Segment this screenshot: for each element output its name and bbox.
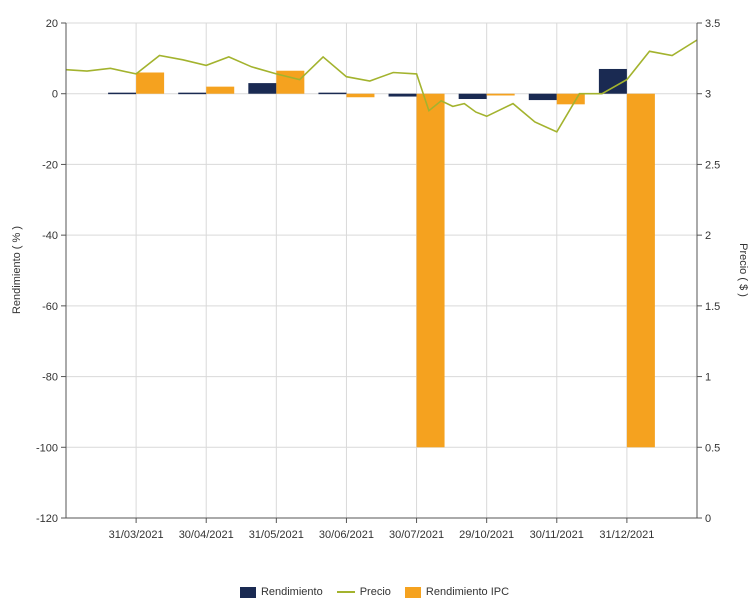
y2-tick-label: 0 <box>705 513 711 525</box>
y-axis-title: Rendimiento ( % ) <box>11 226 23 314</box>
x-tick-label: 30/11/2021 <box>530 529 584 541</box>
price-line <box>65 39 698 133</box>
y2-tick-label: 2 <box>705 230 711 242</box>
chart: 20 0 -20 -40 -60 -80 -100 -120 3.5 3 2.5 2 1.5 1 0.5 0 3… <box>11 18 749 541</box>
legend-swatch-rendimiento <box>239 586 256 598</box>
bar-rendimiento <box>248 83 277 94</box>
legend-swatch-precio <box>336 591 355 593</box>
x-tick-label: 29/10/2021 <box>459 529 514 541</box>
bar-rendimiento-ipc <box>276 70 305 94</box>
x-tick-label: 30/07/2021 <box>389 529 444 541</box>
y-tick-label: -80 <box>42 372 58 384</box>
y2-tick-label: 0.5 <box>705 442 720 454</box>
y-tick-label: -100 <box>36 442 58 454</box>
x-tick-label: 31/12/2021 <box>599 529 654 541</box>
bar-rendimiento-ipc <box>346 93 375 98</box>
price-series-line <box>65 39 698 133</box>
bar-rendimiento-ipc <box>136 72 165 94</box>
x-tick-label: 30/04/2021 <box>179 529 234 541</box>
legend-item-precio: Precio <box>336 586 391 598</box>
y2-tick-label: 3.5 <box>705 18 720 30</box>
bar-rendimiento-ipc <box>486 93 515 96</box>
bars <box>108 68 655 448</box>
bar-rendimiento-ipc <box>206 86 235 94</box>
y-tick-label: -20 <box>42 159 58 171</box>
y2-tick-label: 1 <box>705 372 711 384</box>
x-tick-label: 30/06/2021 <box>319 529 374 541</box>
bar-rendimiento-ipc <box>556 93 585 105</box>
y-tick-label: -120 <box>36 513 58 525</box>
bar-rendimiento <box>318 92 347 95</box>
legend-item-rendimiento: Rendimiento <box>239 586 323 598</box>
bar-rendimiento-ipc <box>416 93 445 448</box>
y-tick-label: -60 <box>42 301 58 313</box>
y-tick-label: -40 <box>42 230 58 242</box>
bar-rendimiento <box>178 92 207 95</box>
axes <box>61 22 702 523</box>
bar-rendimiento-ipc <box>626 93 655 448</box>
legend-swatch-rendimiento-ipc <box>404 586 421 598</box>
legend-item-rendimiento-ipc: Rendimiento IPC <box>404 586 510 598</box>
y2-tick-label: 3 <box>705 89 711 101</box>
grid <box>66 22 697 519</box>
tick-labels: 20 0 -20 -40 -60 -80 -100 -120 3.5 3 2.5 2 1.5 1 0.5 0 3… <box>36 18 720 541</box>
x-tick-label: 31/03/2021 <box>109 529 164 541</box>
legend: Rendimiento Precio Rendimiento IPC <box>0 583 749 601</box>
y-tick-label: 0 <box>52 89 58 101</box>
legend-label-precio: Precio <box>359 586 391 598</box>
bar-rendimiento <box>388 93 417 97</box>
bar-rendimiento <box>458 93 487 100</box>
legend-label-rendimiento-ipc: Rendimiento IPC <box>425 586 510 598</box>
y-tick-label: 20 <box>46 18 58 30</box>
y2-axis-title: Precio ( $ ) <box>737 243 749 297</box>
y2-tick-label: 2.5 <box>705 159 720 171</box>
bar-rendimiento <box>528 93 557 101</box>
bar-rendimiento <box>108 92 137 95</box>
legend-label-rendimiento: Rendimiento <box>260 586 323 598</box>
x-tick-label: 31/05/2021 <box>249 529 304 541</box>
y2-tick-label: 1.5 <box>705 301 720 313</box>
